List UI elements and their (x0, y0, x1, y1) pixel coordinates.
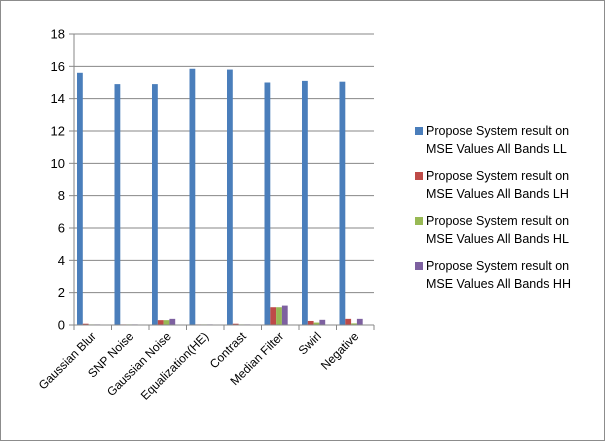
bar-ll (302, 80, 308, 325)
legend-item: Propose System result on MSE Values All B… (415, 124, 569, 156)
legend-item: Propose System result on MSE Values All B… (415, 259, 571, 291)
axes (69, 33, 375, 330)
bar-hl (313, 322, 320, 325)
bar-hl (276, 307, 282, 325)
legend-label: Propose System result on (426, 169, 569, 183)
bar-ll (189, 68, 196, 325)
bar-lh (270, 307, 277, 325)
legend-swatch (415, 127, 423, 135)
bar-ll (77, 72, 83, 325)
legend-label: Propose System result on (426, 214, 569, 228)
legend: Propose System result on MSE Values All B… (415, 124, 571, 291)
y-tick-label: 2 (58, 285, 65, 300)
legend-swatch (415, 172, 423, 180)
y-tick-labels: 0 2 4 6 8 10 12 14 16 18 (51, 27, 65, 333)
legend-swatch (415, 217, 423, 225)
legend-label: MSE Values All Bands HH (426, 277, 571, 291)
y-tick-label: 6 (58, 221, 65, 236)
bar-hh (169, 318, 176, 325)
legend-item: Propose System result on MSE Values All B… (415, 169, 569, 201)
bar-hh (281, 305, 288, 325)
y-tick-label: 18 (51, 27, 65, 42)
bar-lh (157, 320, 164, 325)
y-tick-label: 0 (58, 318, 65, 333)
bars (77, 68, 363, 325)
bar-ll (152, 84, 158, 325)
y-tick-label: 16 (51, 59, 65, 74)
bar-ll (264, 82, 271, 325)
x-tick-label: Swirl (296, 329, 324, 357)
legend-label: Propose System result on (426, 124, 569, 138)
gridlines (74, 33, 374, 294)
bar-hh (356, 318, 363, 325)
bar-hl (163, 320, 170, 325)
bar-hl (351, 323, 357, 325)
y-tick-label: 4 (58, 253, 65, 268)
bar-lh (345, 318, 352, 325)
legend-label: MSE Values All Bands LH (426, 187, 569, 201)
legend-swatch (415, 262, 423, 270)
x-tick-label: Gaussian Blur (36, 329, 99, 392)
y-tick-label: 8 (58, 188, 65, 203)
x-tick-label: Negative (318, 329, 362, 373)
y-tick-label: 12 (51, 124, 65, 139)
bar-ll (227, 69, 233, 325)
bar-lh (307, 320, 314, 325)
x-tick-label: Equalization(HE) (138, 329, 212, 403)
bar-ll (339, 81, 346, 325)
bar-lh (232, 323, 239, 325)
legend-label: Propose System result on (426, 259, 569, 273)
legend-label: MSE Values All Bands HL (426, 232, 569, 246)
bar-hh (319, 319, 326, 325)
legend-label: MSE Values All Bands LL (426, 142, 567, 156)
x-tick-label: Gaussian Noise (104, 329, 174, 399)
y-tick-label: 10 (51, 156, 65, 171)
bar-ll (114, 84, 121, 325)
bar-lh (82, 323, 89, 325)
legend-item: Propose System result on MSE Values All B… (415, 214, 569, 246)
y-tick-label: 14 (51, 91, 65, 106)
